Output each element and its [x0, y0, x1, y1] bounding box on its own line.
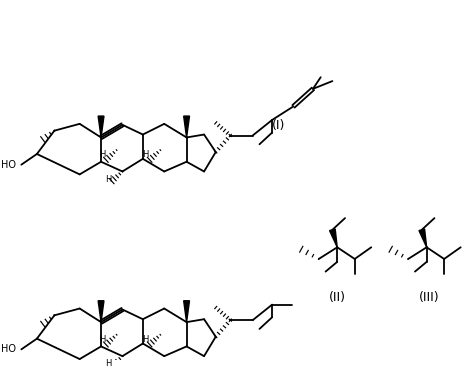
Text: H: H — [105, 359, 111, 368]
Text: (II): (II) — [329, 292, 346, 304]
Text: H: H — [99, 151, 105, 159]
Text: H: H — [105, 175, 111, 184]
Text: HO: HO — [1, 160, 17, 170]
Text: H: H — [143, 151, 149, 159]
Text: H: H — [143, 335, 149, 344]
Text: HO: HO — [1, 344, 17, 354]
Text: (III): (III) — [419, 292, 440, 304]
Polygon shape — [98, 301, 104, 322]
Polygon shape — [419, 229, 427, 247]
Text: H: H — [99, 335, 105, 344]
Polygon shape — [183, 116, 190, 138]
Polygon shape — [329, 229, 337, 247]
Polygon shape — [183, 301, 190, 322]
Polygon shape — [98, 116, 104, 138]
Text: (I): (I) — [272, 119, 286, 132]
